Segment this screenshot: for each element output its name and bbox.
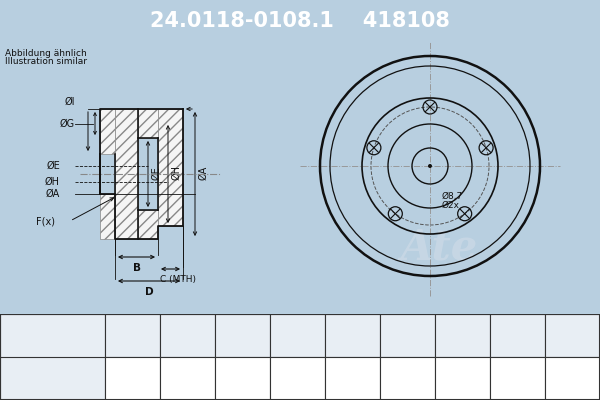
Bar bbox=[490, 314, 545, 357]
Bar bbox=[215, 357, 270, 400]
Bar bbox=[60, 366, 70, 382]
Circle shape bbox=[428, 164, 432, 168]
Text: D: D bbox=[145, 287, 154, 297]
Bar bbox=[68, 362, 92, 386]
Text: ØH: ØH bbox=[45, 177, 60, 187]
Bar bbox=[545, 314, 600, 357]
Text: Ate: Ate bbox=[400, 226, 477, 268]
Bar bbox=[160, 314, 215, 357]
Text: 280,0: 280,0 bbox=[116, 372, 149, 385]
Bar bbox=[215, 314, 270, 357]
Text: Ø8,7: Ø8,7 bbox=[442, 192, 463, 200]
Text: 73,0: 73,0 bbox=[449, 372, 476, 385]
Polygon shape bbox=[100, 109, 115, 154]
Polygon shape bbox=[100, 194, 115, 239]
Text: ØG: ØG bbox=[60, 118, 75, 128]
Polygon shape bbox=[138, 109, 158, 138]
Text: ØI: ØI bbox=[65, 97, 75, 107]
Text: 65,5: 65,5 bbox=[284, 372, 311, 385]
Text: 15,9: 15,9 bbox=[229, 372, 256, 385]
Text: F(x): F(x) bbox=[392, 328, 423, 342]
Text: B: B bbox=[182, 328, 193, 342]
Bar bbox=[105, 357, 160, 400]
Text: 5: 5 bbox=[404, 372, 411, 385]
Text: C (MTH): C (MTH) bbox=[161, 275, 197, 284]
Bar bbox=[380, 314, 435, 357]
Bar bbox=[545, 357, 600, 400]
Polygon shape bbox=[138, 210, 158, 239]
Bar bbox=[380, 357, 435, 400]
Text: C: C bbox=[238, 328, 248, 342]
Text: 24.0118-0108.1    418108: 24.0118-0108.1 418108 bbox=[150, 11, 450, 31]
Polygon shape bbox=[158, 109, 183, 226]
Text: G: G bbox=[457, 328, 468, 342]
Text: I: I bbox=[570, 328, 575, 342]
Text: Ø2x: Ø2x bbox=[442, 200, 460, 210]
Circle shape bbox=[37, 334, 40, 336]
Text: ØA: ØA bbox=[46, 189, 60, 199]
Text: ØH: ØH bbox=[171, 166, 181, 180]
Text: 141,3: 141,3 bbox=[500, 372, 535, 385]
Text: E: E bbox=[348, 328, 357, 342]
Bar bbox=[325, 314, 380, 357]
Text: ØE: ØE bbox=[151, 166, 161, 180]
Polygon shape bbox=[115, 109, 138, 239]
Bar bbox=[435, 314, 490, 357]
Bar bbox=[105, 314, 160, 357]
Bar bbox=[325, 357, 380, 400]
Text: F(x): F(x) bbox=[36, 216, 55, 226]
Text: Illustration similar: Illustration similar bbox=[5, 57, 87, 66]
Text: 15,5: 15,5 bbox=[560, 372, 586, 385]
Text: D: D bbox=[292, 328, 303, 342]
Text: ØE: ØE bbox=[46, 161, 60, 171]
Text: A: A bbox=[127, 328, 138, 342]
Text: Abbildung ähnlich: Abbildung ähnlich bbox=[5, 49, 87, 58]
Bar bbox=[490, 357, 545, 400]
Text: 118,0: 118,0 bbox=[336, 372, 369, 385]
Text: ØA: ØA bbox=[198, 166, 208, 180]
Bar bbox=[0, 314, 105, 400]
Text: 18,0: 18,0 bbox=[175, 372, 200, 385]
Text: B: B bbox=[133, 263, 140, 273]
Text: H: H bbox=[512, 328, 523, 342]
Bar bbox=[435, 357, 490, 400]
Bar bbox=[160, 357, 215, 400]
Bar bbox=[270, 314, 325, 357]
Bar bbox=[270, 357, 325, 400]
